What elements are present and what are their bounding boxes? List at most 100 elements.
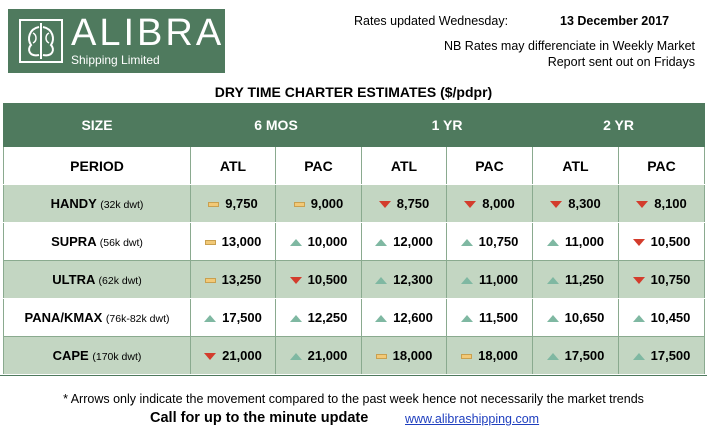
rate-value: 17,500: [650, 348, 691, 363]
region-header: PAC: [618, 146, 706, 185]
rate-value: 12,300: [393, 272, 433, 287]
region-header: ATL: [532, 146, 620, 185]
arrows-footnote: * Arrows only indicate the movement comp…: [63, 392, 644, 406]
rate-value: 8,300: [568, 196, 601, 211]
rate-value: 10,450: [650, 310, 691, 325]
rate-value: 9,000: [310, 196, 344, 211]
rate-cell: 12,000: [361, 222, 448, 261]
rate-value: 12,600: [393, 310, 433, 325]
vessel-name: SUPRA: [51, 234, 97, 249]
header-row-regions: PERIOD ATL PAC ATL PAC ATL PAC: [3, 146, 706, 185]
rate-value: 10,500: [650, 234, 691, 249]
rate-value: 9,750: [225, 196, 258, 211]
trend-up-icon: [289, 315, 302, 323]
rate-cell: 17,500: [532, 336, 620, 375]
rate-value: 8,750: [396, 196, 430, 211]
rate-value: 12,250: [307, 310, 348, 325]
rate-value: 13,000: [221, 234, 262, 249]
trend-flat-icon: [204, 240, 216, 246]
rate-cell: 10,500: [618, 222, 706, 261]
report-note: Report sent out on Fridays: [547, 55, 695, 69]
table-title: DRY TIME CHARTER ESTIMATES ($/pdpr): [214, 84, 493, 100]
rate-value: 12,000: [393, 234, 433, 249]
vessel-name: CAPE: [52, 348, 89, 363]
logo: ALIBRA Shipping Limited: [8, 9, 225, 73]
rate-cell: 13,250: [190, 260, 276, 299]
vessel-name: PANA/KMAX: [24, 310, 103, 325]
trend-down-icon: [204, 353, 217, 361]
trend-flat-icon: [204, 278, 216, 284]
region-header: ATL: [190, 146, 276, 185]
rates-table: SIZE 6 MOS 1 YR 2 YR PERIOD ATL PAC ATL …: [3, 103, 706, 375]
vessel-size-cell: CAPE (170k dwt): [3, 336, 191, 375]
alibra-emblem-icon: [19, 19, 63, 63]
trend-up-icon: [460, 277, 473, 285]
rate-cell: 11,000: [446, 260, 534, 299]
rate-cell: 13,000: [190, 222, 276, 261]
trend-flat-icon: [461, 354, 473, 360]
trend-up-icon: [546, 277, 559, 285]
trend-up-icon: [546, 239, 559, 247]
vessel-dwt: (62k dwt): [98, 275, 142, 287]
vessel-dwt: (56k dwt): [99, 237, 143, 249]
trend-up-icon: [289, 239, 302, 247]
trend-flat-icon: [293, 202, 305, 208]
trend-up-icon: [375, 239, 388, 247]
rate-value: 11,000: [564, 234, 605, 249]
trend-up-icon: [546, 353, 559, 361]
group-header-6mos: 6 MOS: [189, 103, 363, 147]
trend-down-icon: [378, 201, 391, 209]
rate-cell: 11,500: [446, 298, 534, 337]
rate-value: 8,000: [482, 196, 515, 211]
rates-body: HANDY (32k dwt) 9,750 9,000 8,750 8,000 8,300…: [3, 184, 706, 375]
vessel-dwt: (32k dwt): [100, 199, 144, 211]
rate-cell: 18,000: [361, 336, 448, 375]
website-link[interactable]: www.alibrashipping.com: [405, 412, 540, 426]
table-row: HANDY (32k dwt) 9,750 9,000 8,750 8,000 8,300…: [3, 184, 706, 223]
trend-up-icon: [460, 315, 473, 323]
table-row: ULTRA (62k dwt) 13,250 10,500 12,300 11,000 1…: [3, 260, 706, 299]
vessel-name: ULTRA: [52, 272, 95, 287]
rate-value: 11,500: [478, 310, 519, 325]
trend-flat-icon: [208, 202, 220, 208]
vessel-name: HANDY: [50, 196, 97, 211]
trend-down-icon: [289, 277, 302, 285]
rate-cell: 17,500: [190, 298, 276, 337]
vessel-dwt: (76k-82k dwt): [105, 313, 170, 325]
trend-up-icon: [632, 315, 645, 323]
rate-value: 10,500: [307, 272, 348, 287]
rate-cell: 8,100: [618, 184, 706, 223]
vessel-size-cell: HANDY (32k dwt): [3, 184, 191, 223]
region-header: PAC: [446, 146, 534, 185]
vessel-dwt: (170k dwt): [92, 351, 142, 363]
rate-cell: 10,650: [532, 298, 620, 337]
rate-cell: 8,750: [361, 184, 448, 223]
rate-value: 10,750: [650, 272, 691, 287]
rate-value: 10,750: [478, 234, 519, 249]
group-header-1yr: 1 YR: [361, 103, 534, 147]
trend-down-icon: [632, 277, 645, 285]
rate-value: 18,000: [478, 348, 518, 363]
trend-down-icon: [632, 239, 645, 247]
rate-cell: 9,750: [190, 184, 276, 223]
table-row: SUPRA (56k dwt) 13,000 10,000 12,000 10,750 1…: [3, 222, 706, 261]
divider: [0, 375, 707, 376]
rate-value: 17,500: [222, 310, 262, 325]
rates-updated-label: Rates updated Wednesday:: [354, 14, 509, 28]
rate-value: 10,650: [564, 310, 605, 325]
rate-value: 21,000: [307, 348, 348, 363]
vessel-size-cell: SUPRA (56k dwt): [3, 222, 191, 261]
rate-cell: 10,750: [446, 222, 534, 261]
trend-up-icon: [460, 239, 473, 247]
vessel-size-cell: PANA/KMAX (76k-82k dwt): [3, 298, 191, 337]
rate-value: 18,000: [392, 348, 433, 363]
trend-flat-icon: [375, 354, 387, 360]
rate-cell: 11,000: [532, 222, 620, 261]
rate-cell: 18,000: [446, 336, 534, 375]
logo-name: ALIBRA: [71, 12, 225, 54]
header-row-groups: SIZE 6 MOS 1 YR 2 YR: [3, 103, 706, 147]
trend-up-icon: [375, 315, 388, 323]
region-header: PAC: [274, 146, 363, 185]
trend-up-icon: [204, 315, 217, 323]
trend-up-icon: [375, 277, 388, 285]
